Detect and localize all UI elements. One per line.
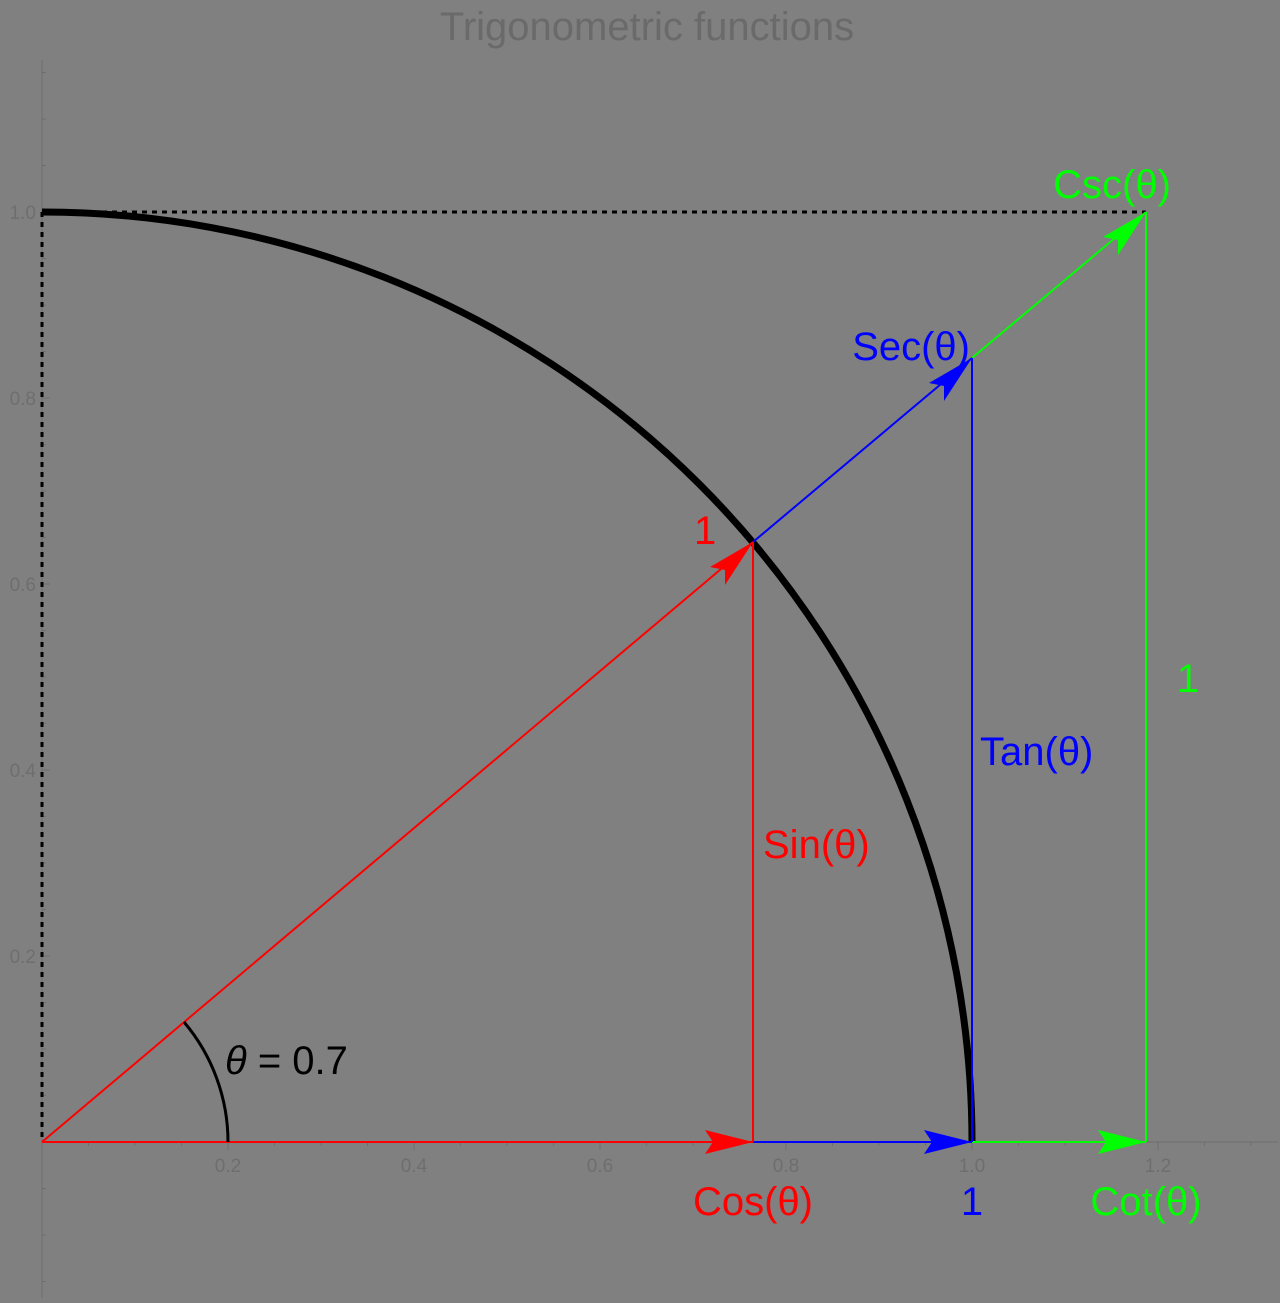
radius-vector — [41, 541, 754, 1143]
x-tick-label: 0.6 — [587, 1156, 613, 1177]
x-tick-label: 0.8 — [773, 1156, 799, 1177]
sec-vector — [752, 357, 973, 543]
axes: 0.2 0.4 0.6 0.8 1.0 1.2 0.2 0.4 0.6 0.8 … — [10, 60, 1278, 1298]
chart-title: Trigonometric functions — [440, 5, 854, 49]
unit-green-label: 1 — [1177, 657, 1199, 701]
y-tick-label: 1.0 — [10, 203, 36, 224]
unit-blue-label: 1 — [961, 1180, 983, 1224]
unit-circle-arc — [41, 208, 976, 1143]
cot-arrowhead — [1098, 1130, 1146, 1154]
angle-symbol: θ — [225, 1039, 247, 1083]
hypotenuse-label: 1 — [694, 509, 716, 553]
angle-arc — [182, 1021, 230, 1143]
x-tick-label: 0.2 — [215, 1156, 241, 1177]
sec-arrowhead — [929, 358, 972, 401]
tan-label: Tan(θ) — [980, 730, 1093, 774]
radius-arrowhead — [710, 542, 753, 585]
cos-label: Cos(θ) — [693, 1180, 813, 1224]
y-tick-label: 0.8 — [10, 389, 36, 410]
sin-label: Sin(θ) — [763, 823, 870, 867]
angle-label: θ = 0.7 — [225, 1039, 348, 1083]
unit-blue-arrowhead — [924, 1130, 972, 1154]
cos-arrowhead — [705, 1130, 753, 1154]
csc-label: Csc(θ) — [1053, 163, 1171, 207]
x-tick-label: 1.2 — [1145, 1156, 1171, 1177]
sec-label: Sec(θ) — [852, 325, 970, 369]
y-tick-label: 0.6 — [10, 575, 36, 596]
csc-arrowhead — [1103, 212, 1146, 255]
cot-label: Cot(θ) — [1090, 1180, 1201, 1224]
angle-value: = 0.7 — [247, 1039, 348, 1083]
y-tick-label: 0.4 — [10, 761, 37, 782]
y-tick-label: 0.2 — [10, 947, 36, 968]
x-tick-label: 0.4 — [401, 1156, 428, 1177]
x-tick-label: 1.0 — [959, 1156, 985, 1177]
